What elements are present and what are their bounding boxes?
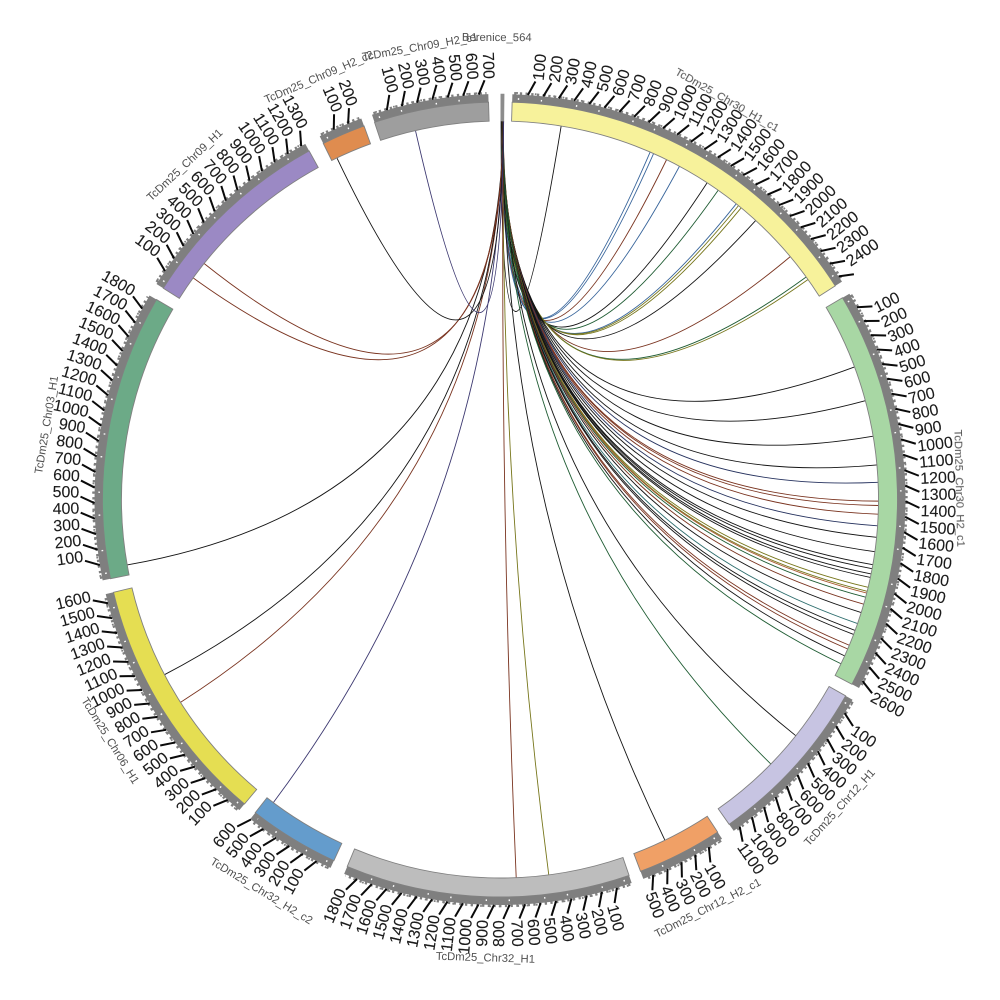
svg-text:1200: 1200 bbox=[920, 469, 956, 488]
svg-text:1600: 1600 bbox=[918, 535, 955, 556]
svg-text:700: 700 bbox=[507, 920, 525, 947]
svg-text:400: 400 bbox=[428, 55, 449, 84]
svg-text:1500: 1500 bbox=[919, 519, 956, 538]
svg-text:800: 800 bbox=[911, 402, 941, 424]
svg-text:TcDm25_Chr30_H2_c1: TcDm25_Chr30_H2_c1 bbox=[951, 429, 966, 547]
svg-text:1100: 1100 bbox=[439, 916, 460, 952]
svg-text:800: 800 bbox=[55, 433, 84, 453]
svg-text:1000: 1000 bbox=[916, 434, 954, 455]
svg-text:1100: 1100 bbox=[919, 452, 955, 472]
svg-text:100: 100 bbox=[531, 53, 550, 81]
svg-text:700: 700 bbox=[479, 52, 497, 79]
svg-text:800: 800 bbox=[491, 920, 508, 947]
svg-text:700: 700 bbox=[54, 450, 82, 469]
svg-text:500: 500 bbox=[594, 63, 617, 93]
svg-text:1600: 1600 bbox=[83, 298, 123, 329]
svg-text:500: 500 bbox=[540, 917, 560, 946]
svg-text:600: 600 bbox=[610, 68, 634, 98]
svg-text:600: 600 bbox=[902, 369, 932, 393]
svg-text:400: 400 bbox=[52, 501, 79, 519]
svg-text:200: 200 bbox=[54, 533, 82, 553]
svg-text:1300: 1300 bbox=[921, 487, 957, 504]
svg-text:500: 500 bbox=[52, 484, 79, 501]
svg-text:1800: 1800 bbox=[912, 567, 950, 590]
svg-text:600: 600 bbox=[53, 467, 81, 485]
svg-text:400: 400 bbox=[579, 60, 601, 90]
svg-text:300: 300 bbox=[53, 517, 81, 536]
svg-text:1000: 1000 bbox=[456, 918, 476, 955]
svg-text:200: 200 bbox=[547, 55, 567, 84]
svg-text:200: 200 bbox=[587, 907, 610, 937]
svg-text:100: 100 bbox=[280, 866, 308, 898]
svg-text:300: 300 bbox=[572, 911, 594, 941]
svg-text:1700: 1700 bbox=[915, 551, 953, 573]
svg-text:900: 900 bbox=[57, 416, 86, 437]
svg-text:300: 300 bbox=[411, 58, 433, 87]
svg-text:900: 900 bbox=[914, 419, 943, 440]
svg-text:600: 600 bbox=[462, 52, 481, 80]
svg-text:1400: 1400 bbox=[920, 503, 956, 521]
svg-text:500: 500 bbox=[445, 54, 465, 82]
svg-text:200: 200 bbox=[394, 61, 416, 91]
svg-text:100: 100 bbox=[56, 549, 85, 570]
svg-text:900: 900 bbox=[474, 920, 492, 947]
svg-text:700: 700 bbox=[907, 385, 937, 408]
svg-text:100: 100 bbox=[377, 65, 400, 95]
svg-text:100: 100 bbox=[603, 903, 626, 933]
svg-text:1200: 1200 bbox=[421, 914, 443, 952]
svg-text:Berenice_564: Berenice_564 bbox=[462, 32, 532, 44]
svg-text:600: 600 bbox=[523, 918, 542, 946]
svg-text:400: 400 bbox=[556, 914, 577, 943]
svg-text:1300: 1300 bbox=[404, 911, 428, 949]
svg-text:300: 300 bbox=[563, 57, 584, 86]
svg-text:TcDm25_Chr32_H1: TcDm25_Chr32_H1 bbox=[436, 951, 536, 966]
